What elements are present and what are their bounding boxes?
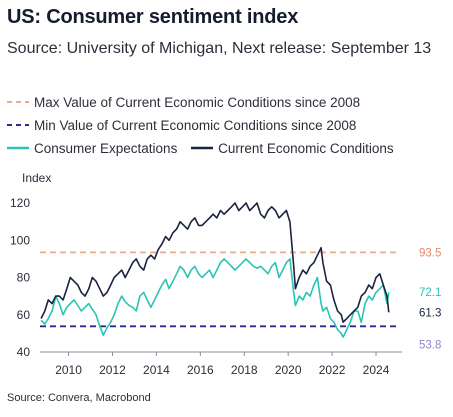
legend-row-min: Min Value of Current Economic Conditions… bbox=[7, 115, 366, 133]
y-tick-label: 80 bbox=[17, 271, 31, 285]
x-tick-label: 2022 bbox=[319, 363, 346, 377]
legend-row-max: Max Value of Current Economic Conditions… bbox=[7, 92, 370, 110]
x-tick-label: 2024 bbox=[363, 363, 390, 377]
legend-item-min-ref: Min Value of Current Economic Conditions… bbox=[7, 118, 356, 133]
x-tick-label: 2010 bbox=[55, 363, 82, 377]
legend-swatch-current bbox=[191, 146, 214, 150]
legend-row-series: Consumer Expectations Current Economic C… bbox=[7, 138, 404, 156]
expectations-line bbox=[40, 258, 390, 338]
x-tick-label: 2014 bbox=[143, 363, 170, 377]
legend-item-max-ref: Max Value of Current Economic Conditions… bbox=[7, 95, 360, 110]
legend-item-expectations: Consumer Expectations bbox=[7, 141, 177, 156]
y-tick-label: 100 bbox=[10, 233, 30, 247]
source-note: Source: Convera, Macrobond bbox=[7, 392, 151, 404]
x-tick-label: 2018 bbox=[231, 363, 258, 377]
series-lines bbox=[40, 202, 390, 338]
legend-label-expectations: Consumer Expectations bbox=[34, 140, 178, 156]
y-axis-title: Index bbox=[22, 171, 51, 185]
x-tick-label: 2016 bbox=[187, 363, 214, 377]
x-tick-label: 2012 bbox=[99, 363, 126, 377]
x-axis: 2010 2012 2014 2016 2018 2020 2022 2024 bbox=[55, 352, 390, 377]
y-tick-label: 120 bbox=[10, 196, 30, 210]
legend-label-current: Current Economic Conditions bbox=[218, 140, 394, 156]
current-conditions-line bbox=[40, 202, 390, 323]
chart-subtitle: Source: University of Michigan, Next rel… bbox=[7, 40, 432, 57]
legend-label-max-ref: Max Value of Current Economic Conditions… bbox=[34, 94, 361, 110]
label-min-value: 53.8 bbox=[419, 339, 441, 351]
legend-item-current: Current Economic Conditions bbox=[191, 141, 394, 156]
reference-lines bbox=[40, 251, 398, 328]
end-labels: 93.5 72.1 61.3 53.8 bbox=[419, 247, 441, 351]
label-current-last: 61.3 bbox=[419, 307, 441, 319]
y-tick-label: 40 bbox=[17, 345, 31, 359]
y-tick-label: 60 bbox=[17, 308, 31, 322]
legend-swatch-expectations bbox=[7, 146, 29, 150]
x-tick-label: 2020 bbox=[275, 363, 302, 377]
y-axis: 40 60 80 100 120 bbox=[10, 196, 30, 359]
legend-swatch-min-ref bbox=[7, 124, 29, 126]
chart-title: US: Consumer sentiment index bbox=[7, 6, 299, 28]
legend-label-min-ref: Min Value of Current Economic Conditions… bbox=[34, 117, 357, 133]
label-max-value: 93.5 bbox=[419, 247, 441, 259]
legend-swatch-max-ref bbox=[7, 101, 29, 103]
label-expectations-last: 72.1 bbox=[419, 287, 441, 299]
